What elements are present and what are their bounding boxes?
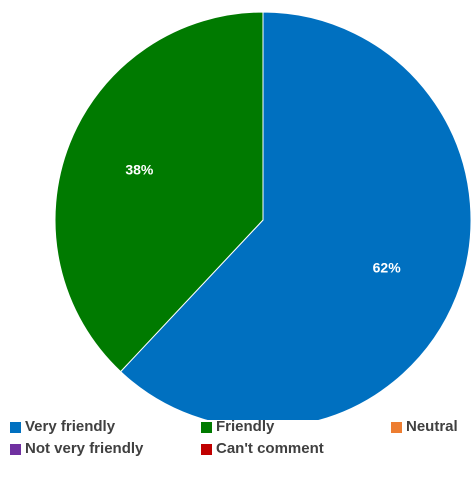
- legend-item-neutral: Neutral: [391, 418, 458, 436]
- legend-label-neutral: Neutral: [406, 418, 458, 435]
- legend-item-cant-comment: Can't comment: [201, 440, 324, 458]
- legend-item-friendly: Friendly: [201, 418, 274, 436]
- legend-item-very-friendly: Very friendly: [10, 418, 115, 436]
- legend-label-friendly: Friendly: [216, 418, 275, 435]
- legend-swatch-friendly: [201, 421, 212, 433]
- pie-labels: 62% 38%: [125, 162, 401, 276]
- data-label-very-friendly: 62%: [373, 260, 402, 276]
- pie-slices: [54, 11, 471, 420]
- legend-swatch-very-friendly: [10, 421, 21, 433]
- pie-slice-friendly: [54, 11, 264, 373]
- legend-label-not-very-friendly: Not very friendly: [25, 440, 144, 457]
- legend-label-very-friendly: Very friendly: [25, 418, 116, 435]
- pie-chart: 62% 38%: [54, 11, 471, 420]
- legend-swatch-not-very-friendly: [10, 443, 21, 455]
- pie-slice-very-friendly: [119, 11, 471, 420]
- legend-swatch-neutral: [391, 421, 402, 433]
- legend-label-cant-comment: Can't comment: [216, 440, 324, 457]
- data-label-friendly: 38%: [125, 162, 154, 178]
- legend-item-not-very-friendly: Not very friendly: [10, 440, 143, 458]
- legend-swatch-cant-comment: [201, 443, 212, 455]
